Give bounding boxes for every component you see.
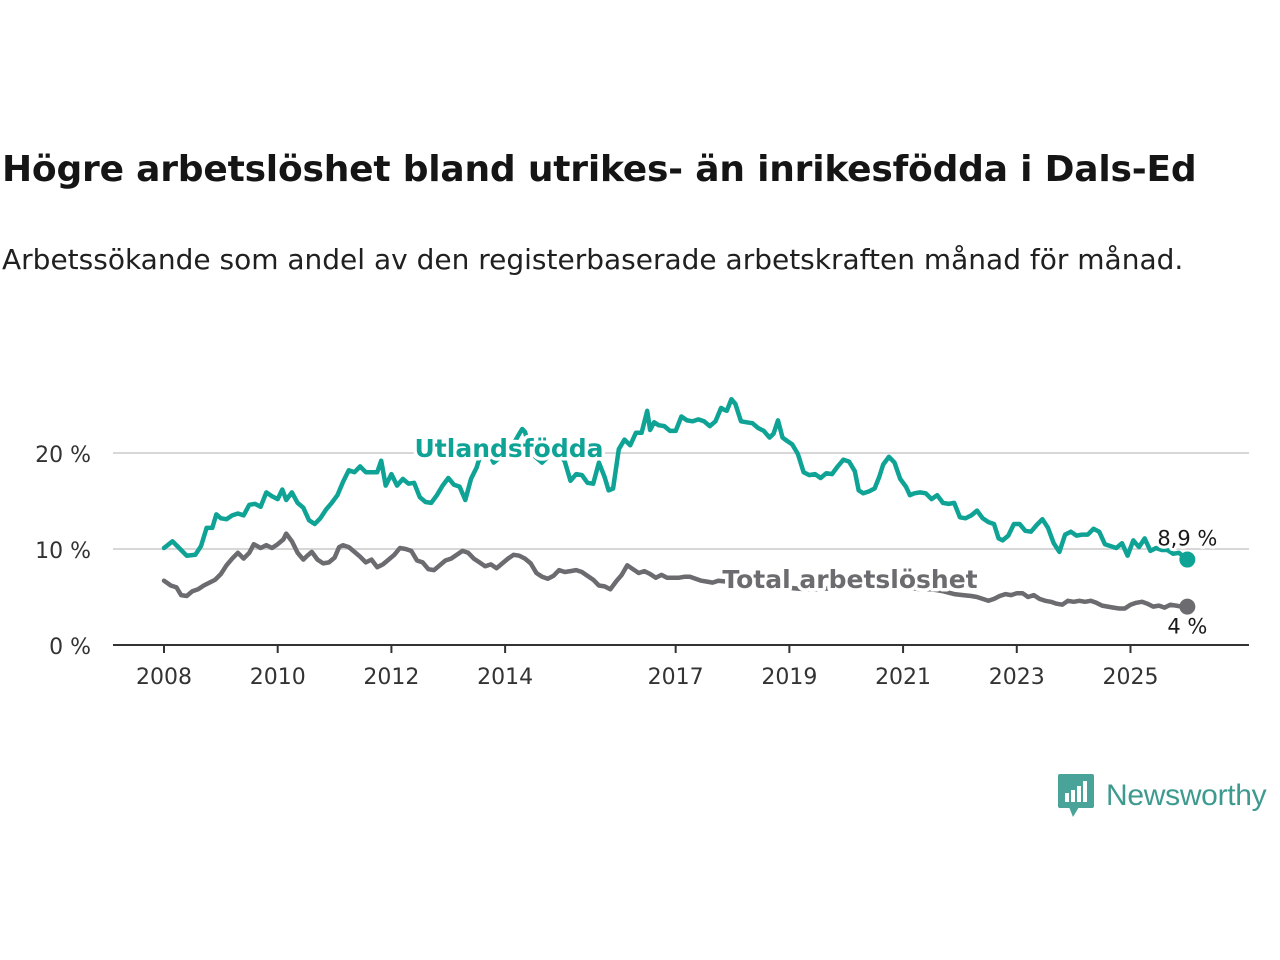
- series-line-utlandsfodda: [161, 396, 1190, 562]
- y-tick-label: 10 %: [35, 539, 91, 564]
- axes: 0 % 10 % 20 % 2008 2010 2012 2014 2017 2019 2021 2…: [35, 443, 1249, 690]
- x-tick-label: 2019: [761, 665, 817, 690]
- newsworthy-logo-icon: [1058, 774, 1094, 817]
- chart-title: Högre arbetslöshet bland utrikes- än inr…: [2, 149, 1197, 190]
- series-line-total: [161, 531, 1190, 611]
- x-tick-label: 2017: [648, 665, 704, 690]
- series-labels: 8,9 % 4 % Utlandsfödda Total arbetslöshet: [411, 431, 1220, 642]
- series-name-label: Total arbetslöshet: [722, 565, 977, 594]
- x-tick-label: 2021: [875, 665, 931, 690]
- end-point-marker: [1179, 551, 1196, 568]
- x-tick-label: 2023: [989, 665, 1045, 690]
- x-tick-label: 2008: [136, 665, 192, 690]
- chart-subtitle: Arbetssökande som andel av den registerb…: [2, 243, 1184, 276]
- x-tick-label: 2012: [363, 665, 419, 690]
- x-tick-label: 2014: [477, 665, 533, 690]
- series-name-label: Utlandsfödda: [415, 434, 604, 463]
- y-tick-label: 0 %: [49, 635, 91, 660]
- newsworthy-logo-text: Newsworthy: [1106, 779, 1267, 812]
- x-tick-label: 2025: [1102, 665, 1158, 690]
- newsworthy-logo: Newsworthy: [1058, 774, 1267, 818]
- end-value-label: 4 %: [1167, 615, 1207, 639]
- end-value-label: 8,9 %: [1157, 527, 1217, 551]
- x-tick-label: 2010: [250, 665, 306, 690]
- y-tick-label: 20 %: [35, 443, 91, 468]
- series-lines: [161, 396, 1190, 611]
- end-point-marker: [1179, 598, 1196, 615]
